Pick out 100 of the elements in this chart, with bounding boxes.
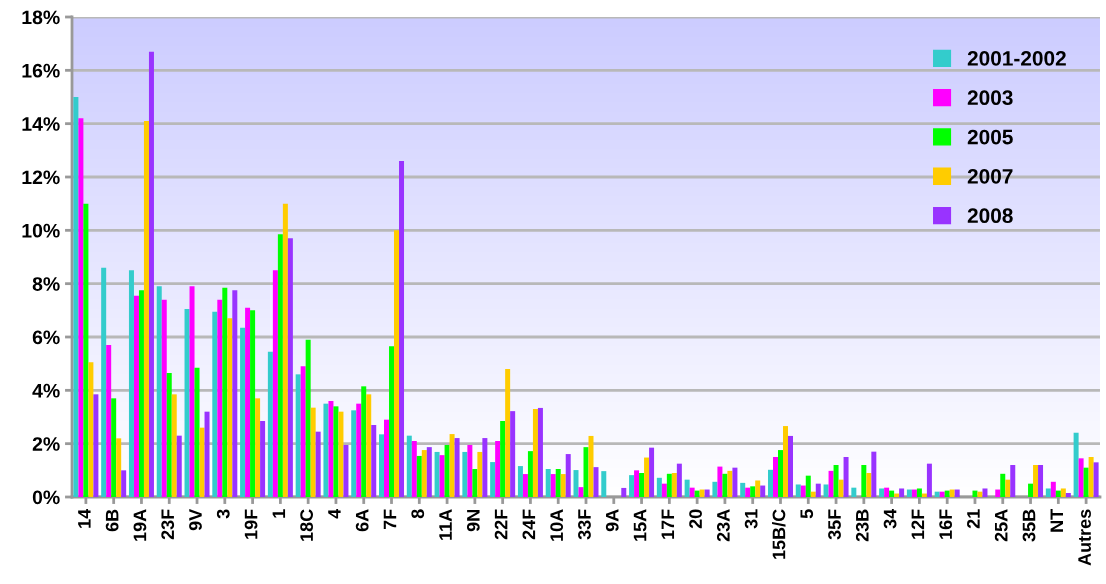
x-tick-label: 7F — [383, 509, 397, 530]
bar — [843, 457, 849, 497]
bar — [171, 394, 177, 497]
bar — [732, 467, 738, 497]
bar — [833, 465, 839, 497]
bar — [755, 480, 761, 497]
bar — [176, 435, 182, 497]
bar — [795, 484, 801, 497]
x-tick-label: 23A — [716, 509, 730, 542]
bar — [300, 366, 306, 497]
y-tick-label: 10% — [22, 223, 60, 238]
bar — [217, 299, 223, 497]
x-tick-label: 24F — [522, 509, 536, 540]
bar — [1045, 488, 1051, 497]
bar — [694, 490, 700, 497]
bar — [676, 463, 682, 497]
bar — [490, 462, 496, 497]
bar — [1000, 473, 1006, 497]
bar — [899, 488, 905, 497]
bar — [212, 311, 218, 497]
bar — [1073, 432, 1079, 497]
bar — [671, 473, 677, 497]
x-tick-label: 17F — [661, 509, 675, 539]
bar — [1088, 457, 1094, 497]
x-tick-label: 23B — [855, 509, 869, 542]
bar — [772, 457, 778, 497]
bar — [851, 487, 857, 497]
bar — [954, 489, 960, 497]
bar — [366, 394, 372, 497]
bar — [560, 474, 566, 497]
x-tick-label: 10A — [550, 509, 564, 541]
bar — [111, 398, 117, 497]
bar — [439, 455, 445, 497]
x-tick-label: 35F — [828, 509, 841, 540]
bar — [782, 426, 788, 497]
bar — [315, 431, 321, 497]
bar — [128, 270, 134, 497]
bar — [838, 479, 844, 497]
bar — [1078, 458, 1084, 497]
bar — [232, 290, 238, 497]
bar — [500, 421, 506, 497]
bar — [634, 470, 640, 497]
bar — [1060, 488, 1066, 497]
bar — [555, 469, 561, 497]
bar — [522, 474, 528, 497]
bar — [416, 455, 422, 497]
bar — [787, 435, 793, 497]
bar — [805, 475, 811, 497]
bar — [1055, 490, 1061, 497]
x-tick-label: 9V — [189, 508, 202, 531]
bar — [277, 234, 283, 497]
x-tick-label: 23F — [161, 509, 175, 540]
bar — [656, 477, 662, 497]
bar — [505, 369, 511, 497]
bar — [399, 161, 405, 497]
bar — [717, 466, 723, 497]
bar — [573, 470, 579, 497]
bar — [866, 473, 872, 497]
bar — [1033, 465, 1039, 497]
bar — [260, 421, 266, 497]
legend-label: 2001-2002 — [967, 50, 1066, 66]
bar — [977, 491, 983, 497]
y-tick-label: 6% — [32, 330, 60, 345]
bar — [828, 470, 834, 497]
y-tick-label: 8% — [32, 277, 60, 291]
bar — [666, 473, 672, 497]
bar — [982, 488, 988, 497]
x-tick-label: 3 — [216, 509, 230, 519]
bar — [106, 345, 112, 497]
bar — [740, 482, 746, 497]
bar — [689, 487, 695, 497]
bar — [649, 447, 655, 497]
legend-label: 2007 — [967, 168, 1013, 184]
legend-label: 2003 — [967, 90, 1013, 106]
x-tick-label: Autres — [1078, 509, 1091, 566]
bar — [545, 469, 551, 497]
bar — [884, 487, 890, 497]
bar — [601, 471, 607, 497]
bar — [194, 367, 200, 497]
bar — [356, 403, 362, 497]
bar — [510, 411, 516, 497]
x-tick-label: NT — [1050, 509, 1063, 532]
bar — [245, 307, 251, 497]
bar — [517, 466, 523, 497]
bar — [323, 403, 329, 497]
bar — [133, 295, 139, 497]
bar — [532, 409, 538, 497]
bar — [810, 491, 816, 497]
x-tick-label: 6B — [105, 509, 119, 532]
bar — [161, 299, 167, 497]
bar — [305, 339, 311, 497]
bar — [972, 490, 978, 497]
bar — [684, 479, 690, 497]
bar — [745, 487, 751, 497]
bar — [916, 488, 922, 497]
bar — [240, 327, 246, 497]
x-tick-label: 15B/C — [772, 509, 786, 559]
bar — [704, 489, 710, 497]
y-tick-label: 0% — [32, 490, 60, 505]
bar — [1050, 481, 1056, 497]
